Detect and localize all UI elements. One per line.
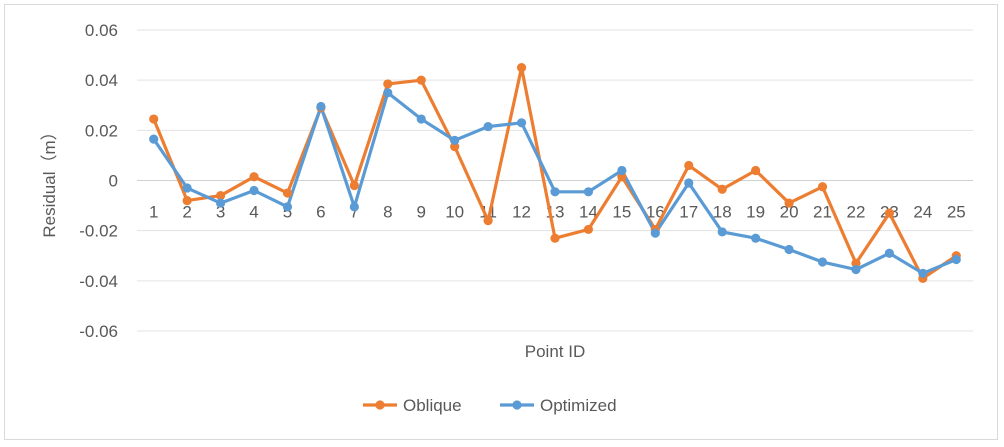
data-point-oblique <box>182 195 192 206</box>
data-point-oblique <box>416 75 426 85</box>
x-tick-label: 7 <box>350 203 359 222</box>
data-point-oblique <box>550 233 560 243</box>
data-point-optimized <box>918 268 928 278</box>
legend-label: Oblique <box>403 396 462 415</box>
data-point-optimized <box>884 248 895 258</box>
x-tick-label: 4 <box>249 203 258 222</box>
data-point-optimized <box>416 114 426 124</box>
data-point-oblique <box>483 216 493 226</box>
data-point-oblique <box>751 165 761 176</box>
data-point-optimized <box>249 185 259 196</box>
x-tick-label: 15 <box>612 203 631 222</box>
x-tick-label: 3 <box>216 203 225 222</box>
x-axis-title: Point ID <box>525 342 585 361</box>
x-tick-label: 17 <box>679 203 698 222</box>
data-point-oblique <box>282 188 293 198</box>
y-tick-label: 0 <box>109 172 118 191</box>
x-tick-label: 21 <box>813 203 832 222</box>
data-point-optimized <box>951 254 961 265</box>
x-tick-label: 5 <box>283 203 292 222</box>
x-tick-label: 24 <box>913 203 932 222</box>
x-tick-label: 19 <box>746 203 765 222</box>
y-tick-label: -0.04 <box>79 272 118 291</box>
data-point-optimized <box>316 101 326 112</box>
x-tick-label: 22 <box>846 203 865 222</box>
x-tick-label: 14 <box>579 203 598 222</box>
y-axis-title: Residual（m） <box>40 123 59 237</box>
data-point-oblique <box>884 208 895 218</box>
data-point-oblique <box>717 184 727 194</box>
legend-label: Optimized <box>540 396 617 415</box>
data-point-oblique <box>149 114 159 124</box>
y-tick-label: 0.02 <box>85 121 118 140</box>
series-lines <box>152 66 958 280</box>
data-point-optimized <box>617 165 627 176</box>
x-tick-label: 25 <box>947 203 966 222</box>
data-point-oblique <box>349 180 359 191</box>
y-tick-label: 0.06 <box>85 21 118 40</box>
data-point-optimized <box>383 88 393 98</box>
data-point-optimized <box>817 257 828 267</box>
data-point-optimized <box>149 134 159 144</box>
data-point-optimized <box>583 187 594 197</box>
x-tick-label: 8 <box>383 203 392 222</box>
x-tick-label: 16 <box>646 203 665 222</box>
data-point-optimized <box>784 244 794 255</box>
x-tick-label: 12 <box>512 203 531 222</box>
x-tick-label: 2 <box>182 203 191 222</box>
x-tick-label: 18 <box>713 203 732 222</box>
y-tick-label: -0.02 <box>79 222 118 241</box>
data-point-optimized <box>751 233 761 243</box>
x-tick-label: 1 <box>149 203 158 222</box>
x-tick-label: 9 <box>417 203 426 222</box>
data-point-oblique <box>817 182 828 192</box>
data-point-optimized <box>182 183 192 193</box>
x-tick-label: 10 <box>445 203 464 222</box>
chart-frame <box>4 4 998 440</box>
data-point-oblique <box>516 63 527 73</box>
data-point-oblique <box>583 224 594 235</box>
x-tick-label: 6 <box>316 203 325 222</box>
data-point-optimized <box>516 118 527 128</box>
data-point-optimized <box>450 135 460 145</box>
data-point-oblique <box>784 198 794 208</box>
x-tick-labels: 1234567891011121314151617181920212223242… <box>149 203 966 222</box>
data-point-optimized <box>216 198 226 208</box>
data-point-optimized <box>650 228 660 238</box>
data-point-optimized <box>851 264 861 275</box>
y-tick-label: -0.06 <box>79 322 118 341</box>
data-point-oblique <box>383 79 393 89</box>
data-point-optimized <box>684 178 694 188</box>
legend-swatch-marker <box>512 400 522 410</box>
y-tick-labels: 0.06 0.04 0.02 0 -0.02 -0.04 -0.06 <box>79 21 118 341</box>
data-point-optimized <box>550 187 560 197</box>
series-line-optimized <box>152 91 957 275</box>
data-point-optimized <box>349 202 359 212</box>
series-line-oblique <box>152 66 958 280</box>
data-point-oblique <box>216 190 226 201</box>
legend: Oblique Optimized <box>363 396 617 415</box>
y-tick-label: 0.04 <box>85 71 118 90</box>
data-point-oblique <box>684 160 694 171</box>
data-point-oblique <box>249 172 259 182</box>
data-point-optimized <box>717 227 727 237</box>
series-points <box>149 63 961 283</box>
data-point-optimized <box>282 202 293 212</box>
data-point-optimized <box>483 121 493 132</box>
legend-swatch-marker <box>375 400 385 410</box>
x-tick-label: 20 <box>780 203 799 222</box>
